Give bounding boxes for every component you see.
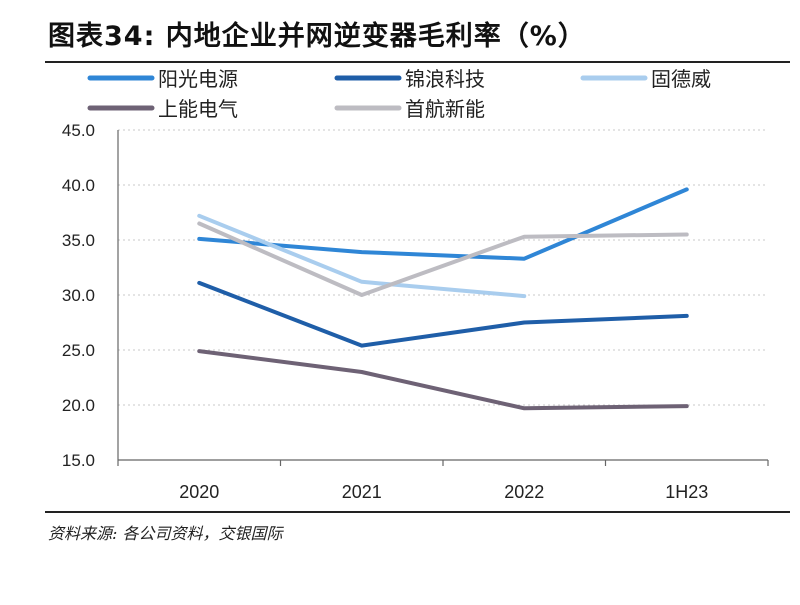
y-tick-label: 25.0 xyxy=(62,341,95,360)
x-tick-label: 2022 xyxy=(504,482,544,502)
series-line-5 xyxy=(197,221,689,297)
y-tick-label: 40.0 xyxy=(62,176,95,195)
y-tick-label: 30.0 xyxy=(62,286,95,305)
x-tick-label: 2020 xyxy=(179,482,219,502)
source-note: 资料来源: 各公司资料，交银国际 xyxy=(48,524,283,543)
legend-label: 阳光电源 xyxy=(158,67,238,91)
legend-label: 固德威 xyxy=(651,67,711,91)
series-line-1 xyxy=(197,187,689,261)
top-rule xyxy=(45,61,790,63)
x-tick-label: 2021 xyxy=(342,482,382,502)
y-tick-label: 20.0 xyxy=(62,396,95,415)
legend-label: 首航新能 xyxy=(405,97,485,121)
legend-label: 上能电气 xyxy=(158,97,238,121)
legend-label: 锦浪科技 xyxy=(405,67,485,91)
y-tick-label: 35.0 xyxy=(62,231,95,250)
x-tick-label: 1H23 xyxy=(665,482,708,502)
y-tick-label: 15.0 xyxy=(62,451,95,470)
y-tick-label: 45.0 xyxy=(62,121,95,140)
series-line-2 xyxy=(197,280,689,348)
bottom-rule xyxy=(45,511,790,513)
chart-title: 图表34: 内地企业并网逆变器毛利率（%） xyxy=(48,21,586,52)
series-line-4 xyxy=(197,349,689,411)
